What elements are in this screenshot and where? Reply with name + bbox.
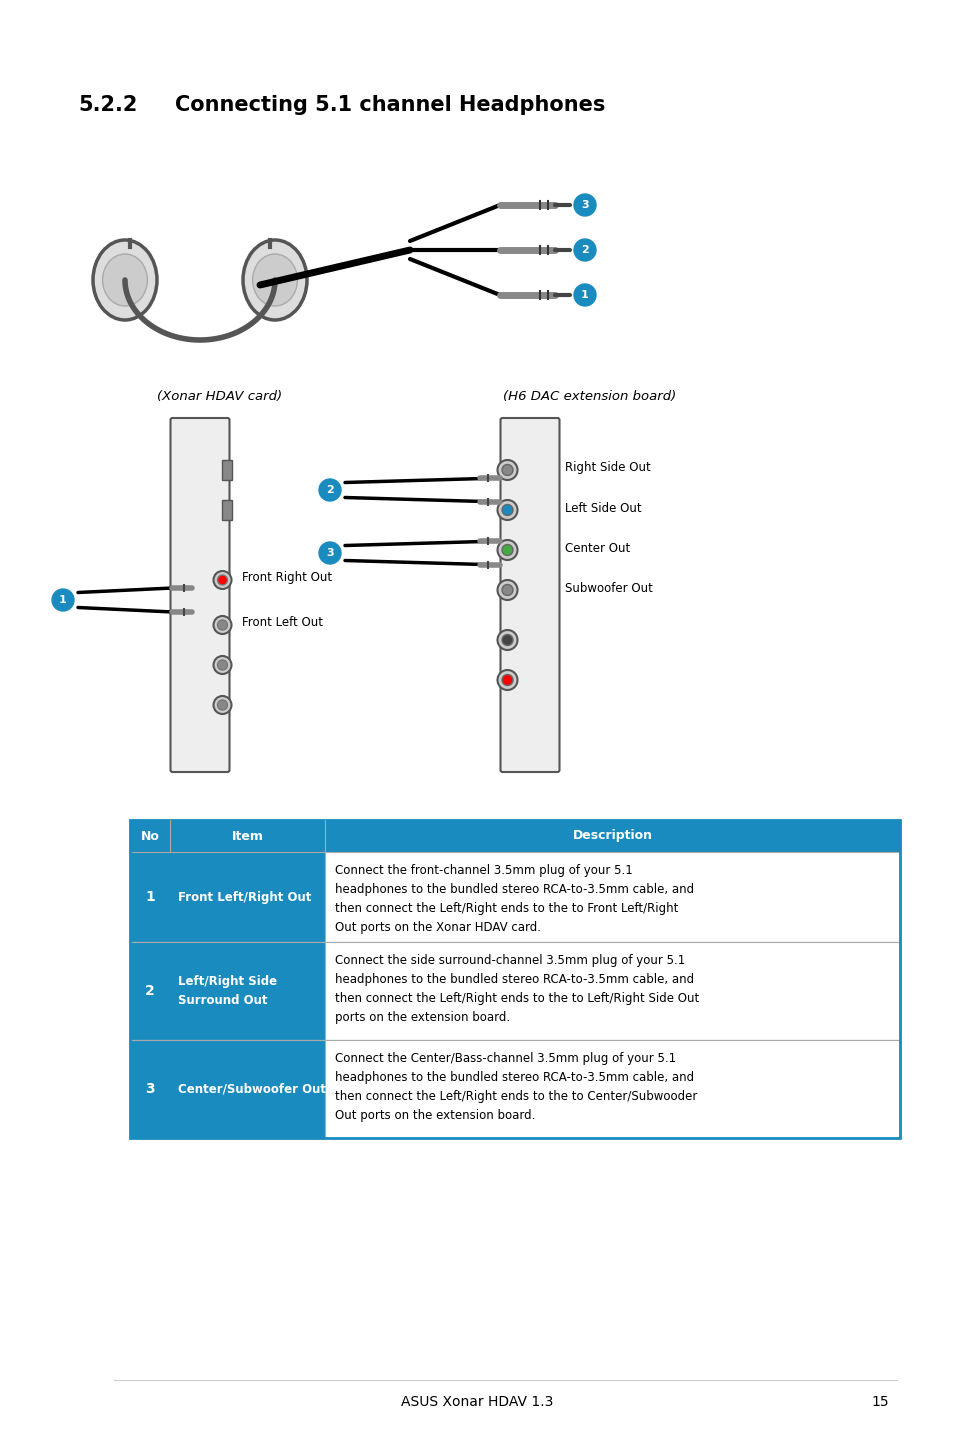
Bar — [222, 500, 233, 521]
Circle shape — [213, 571, 232, 590]
Text: 1: 1 — [580, 290, 588, 301]
Ellipse shape — [253, 255, 297, 306]
Circle shape — [497, 670, 517, 690]
Text: 5.2.2: 5.2.2 — [78, 95, 137, 115]
Bar — [130, 851, 325, 942]
Circle shape — [497, 580, 517, 600]
Circle shape — [501, 674, 513, 686]
Text: 1: 1 — [145, 890, 154, 905]
Circle shape — [501, 545, 513, 555]
Text: 3: 3 — [580, 200, 588, 210]
Text: Subwoofer Out: Subwoofer Out — [565, 581, 653, 594]
Text: Left/Right Side
Surround Out: Left/Right Side Surround Out — [178, 975, 276, 1007]
Circle shape — [574, 283, 596, 306]
Text: Connect the Center/Bass-channel 3.5mm plug of your 5.1
headphones to the bundled: Connect the Center/Bass-channel 3.5mm pl… — [335, 1053, 697, 1122]
Circle shape — [497, 630, 517, 650]
Text: Description: Description — [572, 830, 652, 843]
Text: Left Side Out: Left Side Out — [565, 502, 641, 515]
Circle shape — [501, 634, 513, 646]
Bar — [130, 820, 899, 1137]
Circle shape — [318, 542, 340, 564]
Text: Front Right Out: Front Right Out — [242, 571, 333, 584]
Text: 15: 15 — [870, 1395, 888, 1409]
Text: Right Side Out: Right Side Out — [565, 462, 651, 475]
Bar — [325, 942, 899, 1040]
Text: 3: 3 — [326, 548, 334, 558]
Text: Connecting 5.1 channel Headphones: Connecting 5.1 channel Headphones — [174, 95, 605, 115]
Text: Connect the side surround-channel 3.5mm plug of your 5.1
headphones to the bundl: Connect the side surround-channel 3.5mm … — [335, 953, 699, 1024]
Bar — [130, 942, 325, 1040]
Circle shape — [501, 464, 513, 476]
Circle shape — [213, 696, 232, 715]
Circle shape — [497, 541, 517, 559]
Circle shape — [52, 590, 74, 611]
Circle shape — [217, 620, 227, 630]
Text: ASUS Xonar HDAV 1.3: ASUS Xonar HDAV 1.3 — [400, 1395, 553, 1409]
Bar — [130, 820, 899, 851]
Bar — [130, 1040, 899, 1137]
Bar — [325, 851, 899, 942]
Bar — [130, 851, 899, 942]
Text: Item: Item — [232, 830, 263, 843]
Bar — [222, 460, 233, 480]
Text: No: No — [140, 830, 159, 843]
Text: 3: 3 — [145, 1081, 154, 1096]
FancyBboxPatch shape — [500, 418, 558, 772]
Text: Front Left/Right Out: Front Left/Right Out — [178, 890, 311, 903]
Text: Center/Subwoofer Out: Center/Subwoofer Out — [178, 1083, 326, 1096]
Circle shape — [318, 479, 340, 500]
Text: Center Out: Center Out — [565, 542, 630, 555]
Text: (Xonar HDAV card): (Xonar HDAV card) — [157, 390, 282, 403]
Ellipse shape — [103, 255, 148, 306]
Bar — [130, 942, 899, 1040]
Ellipse shape — [92, 240, 157, 321]
Circle shape — [217, 575, 227, 585]
Text: (H6 DAC extension board): (H6 DAC extension board) — [503, 390, 676, 403]
Circle shape — [574, 194, 596, 216]
Text: 2: 2 — [326, 485, 334, 495]
Text: 2: 2 — [145, 984, 154, 998]
Bar — [325, 1040, 899, 1137]
Circle shape — [574, 239, 596, 262]
Circle shape — [213, 656, 232, 674]
Circle shape — [217, 660, 227, 670]
Text: Connect the front-channel 3.5mm plug of your 5.1
headphones to the bundled stere: Connect the front-channel 3.5mm plug of … — [335, 864, 694, 935]
Circle shape — [501, 505, 513, 515]
Text: Front Left Out: Front Left Out — [242, 617, 323, 630]
Bar — [130, 1040, 325, 1137]
FancyBboxPatch shape — [171, 418, 230, 772]
Circle shape — [497, 500, 517, 521]
Ellipse shape — [243, 240, 307, 321]
Text: 2: 2 — [580, 244, 588, 255]
Circle shape — [217, 700, 227, 710]
Text: 1: 1 — [59, 595, 67, 605]
Circle shape — [497, 460, 517, 480]
Circle shape — [213, 615, 232, 634]
Circle shape — [501, 584, 513, 595]
